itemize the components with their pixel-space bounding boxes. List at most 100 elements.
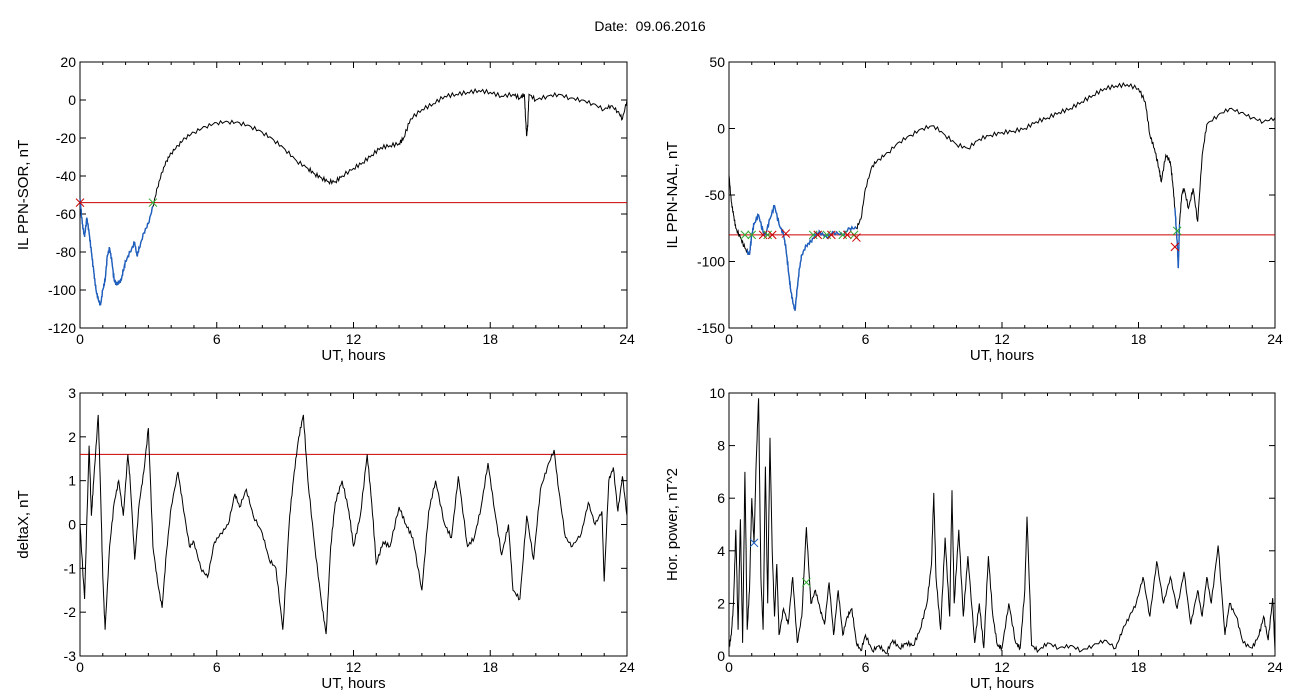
- marker-x: [758, 230, 768, 240]
- y-tick-label: 10: [709, 385, 725, 401]
- x-tick-label: 6: [862, 331, 870, 347]
- x-tick-label: 12: [994, 331, 1010, 347]
- x-tick-label: 12: [994, 659, 1010, 675]
- y-tick-label: 2: [68, 429, 76, 445]
- marker-stroke: [767, 230, 777, 240]
- marker-x: [749, 538, 759, 548]
- y-tick-label: -3: [64, 648, 77, 664]
- marker-x: [740, 230, 750, 240]
- x-tick-label: 24: [619, 659, 635, 675]
- marker-x: [808, 230, 818, 240]
- highlight-segment: [1174, 208, 1181, 269]
- y-tick-label: 4: [717, 543, 725, 559]
- marker-stroke: [763, 230, 773, 240]
- x-axis-label: UT, hours: [970, 347, 1034, 364]
- y-tick-label: -40: [56, 168, 76, 184]
- series-line: [728, 82, 1276, 311]
- x-tick-label: 24: [1267, 659, 1283, 675]
- page-title: Date: 09.06.2016: [594, 18, 706, 34]
- y-axis-label: deltaX, nT: [15, 490, 32, 558]
- marker-stroke: [842, 230, 852, 240]
- marker-stroke: [740, 230, 750, 240]
- x-tick-label: 18: [1131, 331, 1147, 347]
- marker-x: [1170, 242, 1180, 252]
- marker-x: [827, 230, 836, 240]
- marker-stroke: [827, 230, 836, 240]
- x-axis-label: UT, hours: [970, 675, 1034, 692]
- y-tick-label: 8: [717, 438, 725, 454]
- y-tick-label: 20: [60, 54, 76, 70]
- marker-stroke: [813, 230, 823, 240]
- y-tick-label: -120: [48, 320, 76, 336]
- y-tick-label: -150: [697, 320, 725, 336]
- x-tick-label: 0: [725, 659, 733, 675]
- y-tick-label: 0: [68, 517, 76, 533]
- marker-x: [75, 198, 85, 207]
- x-tick-label: 24: [619, 331, 635, 347]
- series-line: [728, 398, 1276, 654]
- y-tick-label: -100: [697, 254, 725, 270]
- y-tick-label: -1: [64, 560, 77, 576]
- highlight-segment: [746, 204, 857, 311]
- y-tick-label: 0: [717, 648, 725, 664]
- y-axis-label: IL PPN-NAL, nT: [664, 142, 681, 249]
- marker-stroke: [852, 233, 861, 242]
- y-tick-label: -100: [48, 282, 76, 298]
- y-tick-label: 3: [68, 385, 76, 401]
- x-tick-label: 18: [482, 331, 498, 347]
- marker-x: [767, 230, 777, 240]
- marker-stroke: [749, 538, 759, 548]
- y-tick-label: -60: [56, 206, 76, 222]
- marker-x: [148, 198, 158, 207]
- marker-stroke: [747, 230, 757, 240]
- x-axis-label: UT, hours: [321, 347, 385, 364]
- marker-stroke: [148, 198, 158, 207]
- y-tick-label: 50: [709, 54, 725, 70]
- y-tick-label: -2: [64, 604, 77, 620]
- panel-hor-power: Hor. power, nT^2 UT, hours 0 6 12 18 2402468…: [664, 385, 1283, 692]
- marker-stroke: [781, 229, 791, 238]
- x-axis-label: UT, hours: [321, 675, 385, 692]
- x-tick-label: 0: [76, 659, 84, 675]
- marker-stroke: [822, 230, 832, 240]
- x-tick-label: 0: [725, 331, 733, 347]
- x-tick-label: 12: [346, 659, 362, 675]
- y-tick-label: 6: [717, 490, 725, 506]
- marker-x: [813, 230, 823, 240]
- y-tick-label: -50: [705, 187, 725, 203]
- x-tick-label: 18: [482, 659, 498, 675]
- highlight-segment: [79, 198, 154, 306]
- panel-il-ppn-sor: IL PPN-SOR, nT UT, hours 0 6 12 18 24 -120 -10…: [15, 54, 635, 364]
- x-tick-label: 12: [346, 331, 362, 347]
- marker-x: [1172, 226, 1182, 236]
- y-tick-label: 1: [68, 473, 76, 489]
- plot-frame: [79, 61, 628, 329]
- x-tick-label: 24: [1267, 331, 1283, 347]
- x-tick-label: 6: [213, 331, 221, 347]
- marker-stroke: [1170, 242, 1180, 252]
- y-axis-label: IL PPN-SOR, nT: [15, 140, 32, 250]
- x-tick-label: 0: [76, 331, 84, 347]
- marker-x: [852, 233, 861, 242]
- y-axis-label: Hor. power, nT^2: [664, 468, 681, 581]
- marker-x: [842, 230, 852, 240]
- y-tick-label: 0: [717, 121, 725, 137]
- marker-x: [838, 230, 848, 240]
- marker-x: [763, 230, 773, 240]
- marker-stroke: [75, 198, 85, 207]
- plot-frame: [79, 392, 628, 657]
- marker-x: [781, 229, 791, 238]
- marker-stroke: [808, 230, 818, 240]
- plot-frame: [728, 392, 1276, 657]
- marker-stroke: [1172, 226, 1182, 236]
- x-tick-label: 18: [1131, 659, 1147, 675]
- marker-stroke: [801, 578, 811, 587]
- series-line: [79, 87, 628, 306]
- y-tick-label: -80: [56, 244, 76, 260]
- marker-stroke: [838, 230, 848, 240]
- y-tick-label: 0: [68, 92, 76, 108]
- plot-frame: [728, 61, 1276, 329]
- panel-il-ppn-nal: IL PPN-NAL, nT UT, hours 0 6 12 18 24 -150 -10…: [664, 54, 1283, 364]
